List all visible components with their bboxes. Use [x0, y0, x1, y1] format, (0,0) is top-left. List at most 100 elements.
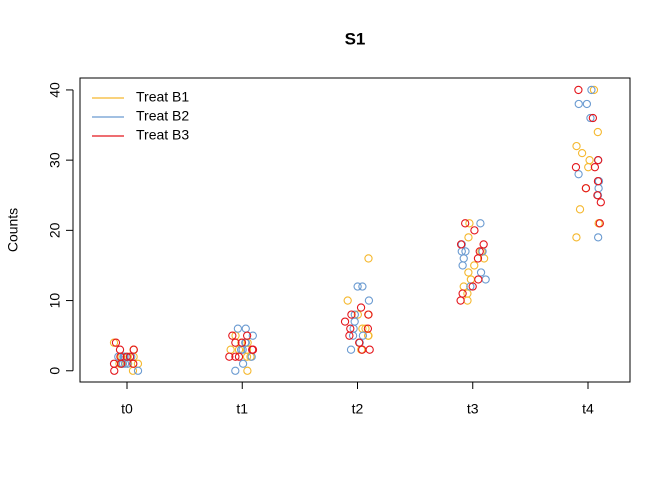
y-tick-label: 30 [47, 152, 63, 168]
point [594, 155, 603, 165]
point [248, 345, 258, 354]
point [358, 331, 368, 340]
point [347, 310, 356, 319]
point [358, 282, 367, 291]
x-tick-label: t0 [121, 401, 133, 417]
point [587, 85, 596, 95]
point [358, 345, 367, 354]
point [364, 310, 373, 319]
y-axis-label: Counts [5, 208, 21, 252]
point [231, 352, 240, 361]
point [463, 289, 472, 298]
y-tick-label: 10 [47, 293, 63, 309]
point [233, 324, 243, 333]
point [129, 345, 138, 354]
point [115, 345, 125, 354]
point [594, 233, 603, 242]
point [470, 261, 479, 270]
point [586, 113, 595, 123]
x-tick-label: t1 [236, 401, 248, 417]
point [575, 205, 585, 214]
legend-label: Treat B2 [136, 108, 189, 124]
x-tick-label: t3 [467, 401, 479, 417]
y-tick-label: 0 [47, 367, 63, 375]
point [129, 359, 138, 368]
chart-title: S1 [345, 29, 366, 48]
point [348, 331, 358, 340]
point [474, 275, 483, 284]
point [461, 219, 470, 228]
point [466, 282, 475, 291]
point [594, 184, 603, 193]
point [574, 85, 583, 95]
y-tick-label: 20 [47, 222, 63, 238]
point [590, 163, 600, 172]
point [228, 331, 237, 340]
point [593, 127, 602, 137]
point [241, 324, 250, 333]
point [125, 352, 135, 361]
point [574, 170, 583, 179]
point [238, 359, 248, 368]
point [242, 352, 252, 361]
point [361, 324, 370, 333]
point [577, 148, 587, 158]
point [364, 296, 374, 305]
point [572, 141, 581, 151]
point [111, 338, 121, 347]
point [122, 352, 131, 361]
point [363, 324, 373, 333]
point [465, 219, 474, 228]
point [458, 289, 467, 298]
point [582, 99, 592, 109]
x-tick-label: t4 [582, 401, 594, 417]
point [481, 275, 490, 284]
point [593, 191, 602, 200]
legend-label: Treat B1 [136, 89, 189, 105]
point [476, 219, 485, 228]
point [365, 345, 374, 354]
point [571, 163, 581, 172]
point [234, 352, 244, 361]
point [588, 113, 598, 123]
point [572, 233, 581, 242]
point [225, 352, 234, 361]
point [346, 324, 355, 333]
point [470, 226, 479, 235]
point [468, 282, 477, 291]
point [459, 254, 468, 263]
point [596, 198, 605, 207]
point [350, 317, 359, 326]
point [133, 366, 143, 375]
point [243, 366, 252, 375]
point [581, 184, 591, 193]
point [231, 366, 240, 375]
point [464, 268, 473, 277]
point [464, 233, 473, 242]
x-tick-label: t2 [352, 401, 364, 417]
legend-label: Treat B3 [136, 127, 189, 143]
point [476, 268, 486, 277]
point [595, 219, 604, 228]
point [456, 296, 465, 305]
point [589, 85, 599, 95]
point [574, 99, 583, 109]
point [346, 345, 356, 354]
point [461, 247, 470, 256]
point [458, 261, 467, 270]
point [110, 366, 119, 375]
point [463, 296, 472, 305]
point [473, 254, 483, 263]
y-tick-label: 40 [47, 82, 63, 98]
point [355, 338, 364, 347]
point [231, 338, 240, 347]
point [356, 303, 366, 312]
point [340, 317, 350, 326]
point [585, 155, 594, 165]
point [593, 177, 603, 186]
point [242, 331, 252, 340]
point [237, 338, 247, 347]
point [226, 345, 235, 354]
point [248, 331, 257, 340]
